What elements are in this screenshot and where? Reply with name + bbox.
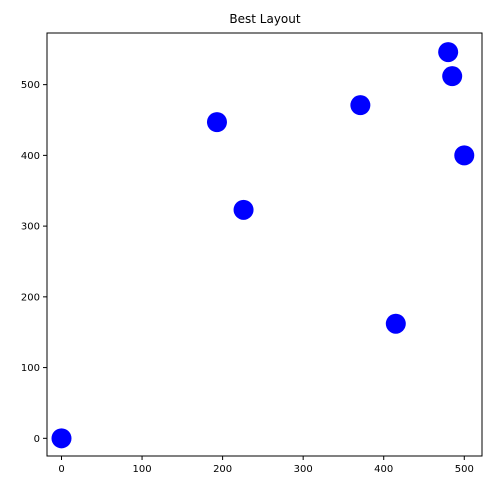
chart-title: Best Layout — [229, 12, 300, 26]
data-point — [442, 66, 463, 87]
y-tick-label: 500 — [21, 80, 40, 91]
y-tick-label: 200 — [21, 292, 40, 303]
data-point — [206, 112, 227, 133]
data-point — [385, 313, 406, 334]
y-tick-label: 400 — [21, 151, 40, 162]
data-point — [233, 199, 254, 220]
y-tick-label: 0 — [34, 434, 40, 445]
data-point — [454, 145, 475, 166]
x-tick-label: 100 — [133, 464, 152, 475]
y-axis: 0 100 200 300 400 500 — [21, 80, 47, 445]
y-tick-label: 300 — [21, 222, 40, 233]
y-tick-label: 100 — [21, 363, 40, 374]
data-point — [350, 95, 371, 116]
x-tick-label: 400 — [374, 464, 393, 475]
x-axis: 0 100 200 300 400 500 — [58, 456, 474, 475]
x-tick-label: 500 — [455, 464, 474, 475]
axes-frame — [46, 32, 483, 457]
x-tick-label: 300 — [294, 464, 313, 475]
x-tick-label: 200 — [213, 464, 232, 475]
data-point — [51, 428, 72, 449]
data-point — [438, 42, 459, 63]
plot-area — [51, 42, 475, 449]
x-tick-label: 0 — [58, 464, 64, 475]
